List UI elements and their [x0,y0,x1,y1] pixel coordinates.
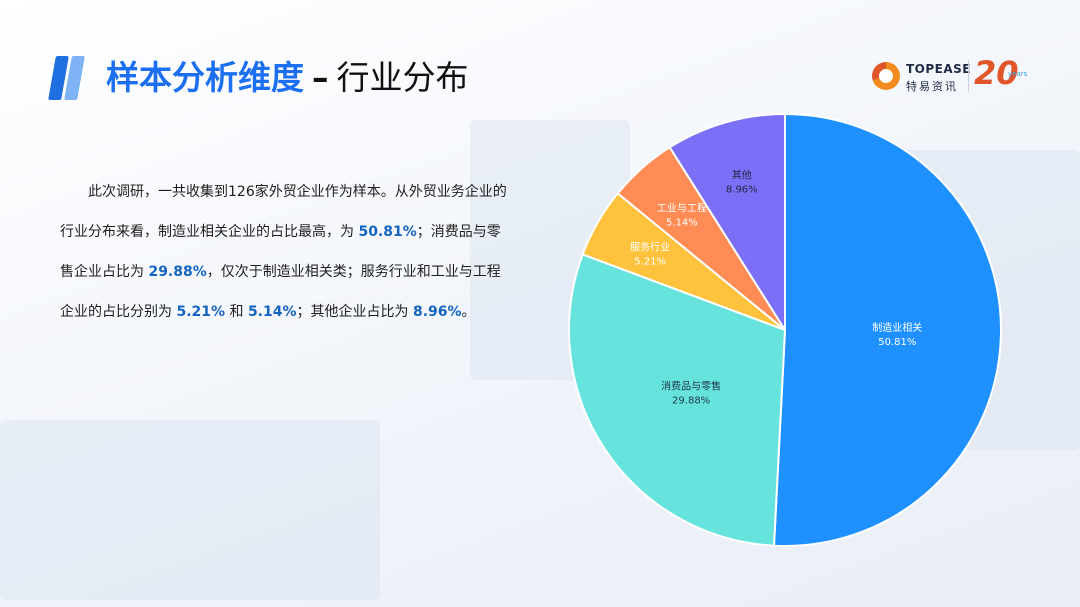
slice-value-label: 8.96% [726,185,758,196]
slice-value-label: 29.88% [672,396,710,407]
title-main: 样本分析维度 [106,58,304,97]
highlight-value: 5.14% [247,304,297,320]
highlight-value: 5.21% [176,304,226,320]
slice-label: 其他 [732,169,752,182]
company-logo: TOPEASE 特易资讯 20 years [872,54,1032,98]
anniversary-badge: 20 [974,54,1019,92]
highlight-value: 29.88% [148,264,207,280]
anniversary-suffix: years [1008,70,1028,78]
logo-brand: TOPEASE [906,62,972,76]
logo-divider [968,60,969,92]
slice-value-label: 5.21% [634,257,666,268]
slice-label: 消费品与零售 [661,380,721,393]
slice-label: 工业与工程 [657,203,707,215]
para-text: 。 [461,304,476,320]
para-text: ；其他企业占比为 [296,304,413,320]
slice-value-label: 5.14% [666,218,698,229]
pie-slice [668,112,786,334]
pie-slice [568,253,787,547]
logo-cn: 特易资讯 [906,80,958,93]
pie-slice [772,112,1003,547]
page-title: 样本分析维度 – 行业分布 [106,54,469,102]
summary-paragraph: 此次调研，一共收集到126家外贸企业作为样本。从外贸业务企业的行业分布来看，制造… [60,172,510,332]
para-text: ；消费品与零售企业占比为 [60,224,501,280]
pie-chart: 制造业相关 50.81% 消费品与零售 29.88% 服务行业 5.21% 工业与工程 5.1… [568,112,1003,547]
para-text: 和 [225,304,248,320]
para-text: ，仅次于制造业相关类；服务行业和工业与工程企业的占比分别为 [60,264,501,320]
title-sub: 行业分布 [336,58,469,97]
highlight-value: 50.81% [358,224,417,240]
slice-value-label: 50.81% [878,337,916,348]
para-text: 此次调研，一共收集到126家外贸企业作为样本。从外贸业务企业的行业分布来看，制造… [60,184,507,240]
logo-mark-icon [872,62,900,90]
highlight-value: 8.96% [412,304,462,320]
slice-label: 制造业相关 [872,321,922,334]
title-separator: – [312,58,329,97]
background-shape [0,420,380,600]
slice-label: 服务行业 [630,241,670,254]
